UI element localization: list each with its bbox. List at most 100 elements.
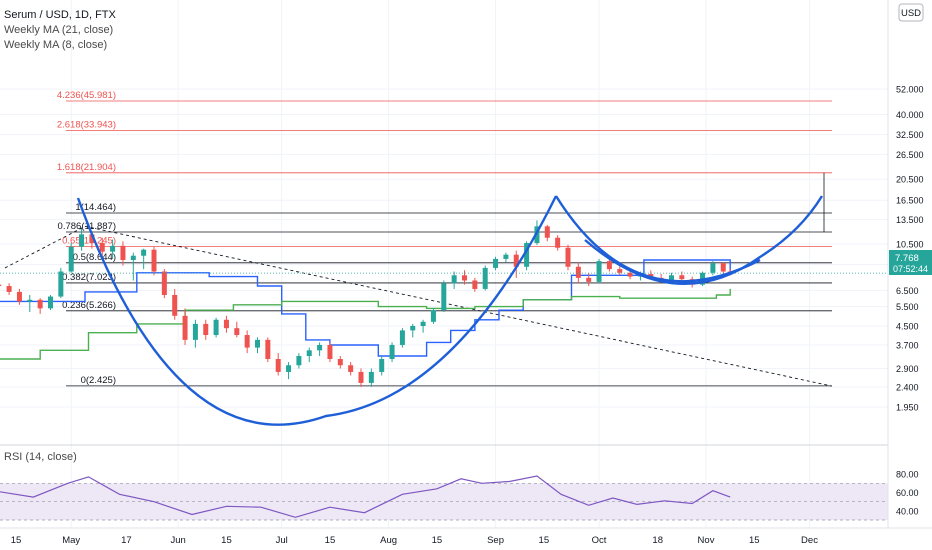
currency-badge-text: USD <box>901 8 921 19</box>
cup-curve-right <box>554 195 761 283</box>
candle-body <box>110 245 116 252</box>
time-tick-label: 17 <box>121 535 132 546</box>
candle-body <box>720 263 726 272</box>
fib-level-label: 2.618(33.943) <box>57 119 116 130</box>
candle-body <box>48 296 53 309</box>
candle-body <box>327 344 333 360</box>
candle-body <box>296 356 302 366</box>
candle-body <box>389 344 395 360</box>
ma21-line <box>0 259 731 357</box>
candle-body <box>368 371 374 383</box>
price-tick-label: 40.000 <box>896 110 924 120</box>
candle-body <box>99 243 105 252</box>
time-tick-label: 15 <box>11 535 22 546</box>
candle-body <box>358 371 364 383</box>
candle-body <box>120 245 126 260</box>
time-tick-label: 15 <box>325 535 336 546</box>
candle-body <box>482 267 488 289</box>
rsi-pane <box>0 444 888 521</box>
candle-body <box>586 277 592 282</box>
candle-body <box>27 299 33 302</box>
time-tick-label: Jul <box>276 535 288 546</box>
time-tick-label: Aug <box>380 535 397 546</box>
candle-body <box>151 249 157 272</box>
price-tick-label: 52.000 <box>896 85 924 95</box>
price-badge-value: 7.768 <box>895 253 919 264</box>
cup-pattern[interactable] <box>76 195 824 426</box>
currency-badge <box>898 3 924 22</box>
fib-level-label: 1.618(21.904) <box>57 162 116 173</box>
candle-body <box>244 335 250 348</box>
candle-body <box>161 271 167 295</box>
time-tick-label: Jun <box>170 535 185 546</box>
price-tick-label: 2.900 <box>896 364 919 374</box>
price-tick-label: 10.500 <box>896 239 924 249</box>
candle-body <box>441 283 447 311</box>
candle-body <box>203 323 209 336</box>
candle-body <box>286 365 292 372</box>
cup-curve-left <box>76 195 558 426</box>
rsi-line <box>0 475 731 518</box>
candle-body <box>544 226 550 238</box>
candle-body <box>182 315 188 340</box>
fib-level-label: 0.236(5.266) <box>62 300 116 311</box>
price-badge-countdown: 07:52:44 <box>893 264 928 274</box>
candle-body <box>451 275 457 284</box>
candle-body <box>58 271 64 297</box>
candle-body <box>37 299 43 309</box>
fib-level-label: 4.236(45.981) <box>57 90 116 101</box>
fib-level-label: 0(2.425) <box>81 375 116 386</box>
candle-body <box>575 266 581 278</box>
candle-body <box>555 237 561 248</box>
candle-body <box>172 294 178 316</box>
candle-body <box>348 365 354 372</box>
candle-body <box>317 344 323 351</box>
candle-body <box>462 275 467 281</box>
symbol-title[interactable]: Serum / USD, 1D, FTX <box>4 9 116 21</box>
rsi-legend[interactable]: RSI (14, close) <box>4 451 77 463</box>
candle-body <box>503 254 509 259</box>
candle-body <box>0 284 2 287</box>
ma8-legend[interactable]: Weekly MA (8, close) <box>4 39 108 51</box>
price-tick-label: 6.500 <box>896 286 919 296</box>
time-tick-label: Oct <box>592 535 607 546</box>
candle-body <box>79 234 85 247</box>
fib-level-label: 0.382(7.023) <box>62 272 116 283</box>
candle-body <box>399 330 405 345</box>
candle-body <box>379 359 385 372</box>
ma8-line <box>0 288 731 360</box>
candle-body <box>679 275 685 280</box>
candle-body <box>410 326 416 331</box>
time-tick-label: 18 <box>652 535 663 546</box>
candle-body <box>213 319 219 336</box>
candle-body <box>710 263 716 273</box>
rsi-tick-label: 40.00 <box>896 506 919 516</box>
ma21-legend[interactable]: Weekly MA (21, close) <box>4 24 114 36</box>
time-tick-label: 15 <box>432 535 443 546</box>
price-tick-label: 4.500 <box>896 322 919 332</box>
candle-body <box>472 280 478 289</box>
candle-body <box>669 275 674 281</box>
time-tick-label: Nov <box>698 535 715 546</box>
price-tick-label: 13.500 <box>896 215 924 225</box>
trend-lines[interactable] <box>4 172 833 387</box>
candle-body <box>617 269 623 273</box>
price-tick-label: 16.500 <box>896 196 924 206</box>
price-tick-label: 3.700 <box>896 340 919 350</box>
time-tick-label: May <box>62 535 80 546</box>
candle-body <box>524 243 530 267</box>
candle-body <box>223 319 229 329</box>
candle-body <box>192 323 198 340</box>
fib-level-label: 0.5(8.644) <box>73 252 116 263</box>
candle-body <box>275 359 281 372</box>
price-tick-label: 1.950 <box>896 402 919 412</box>
time-tick-label: Sep <box>487 535 504 546</box>
candle-body <box>627 272 633 277</box>
price-tick-label: 26.500 <box>896 150 924 160</box>
candle-body <box>493 258 499 268</box>
trendline-down <box>84 225 833 387</box>
candle-body <box>16 291 22 302</box>
